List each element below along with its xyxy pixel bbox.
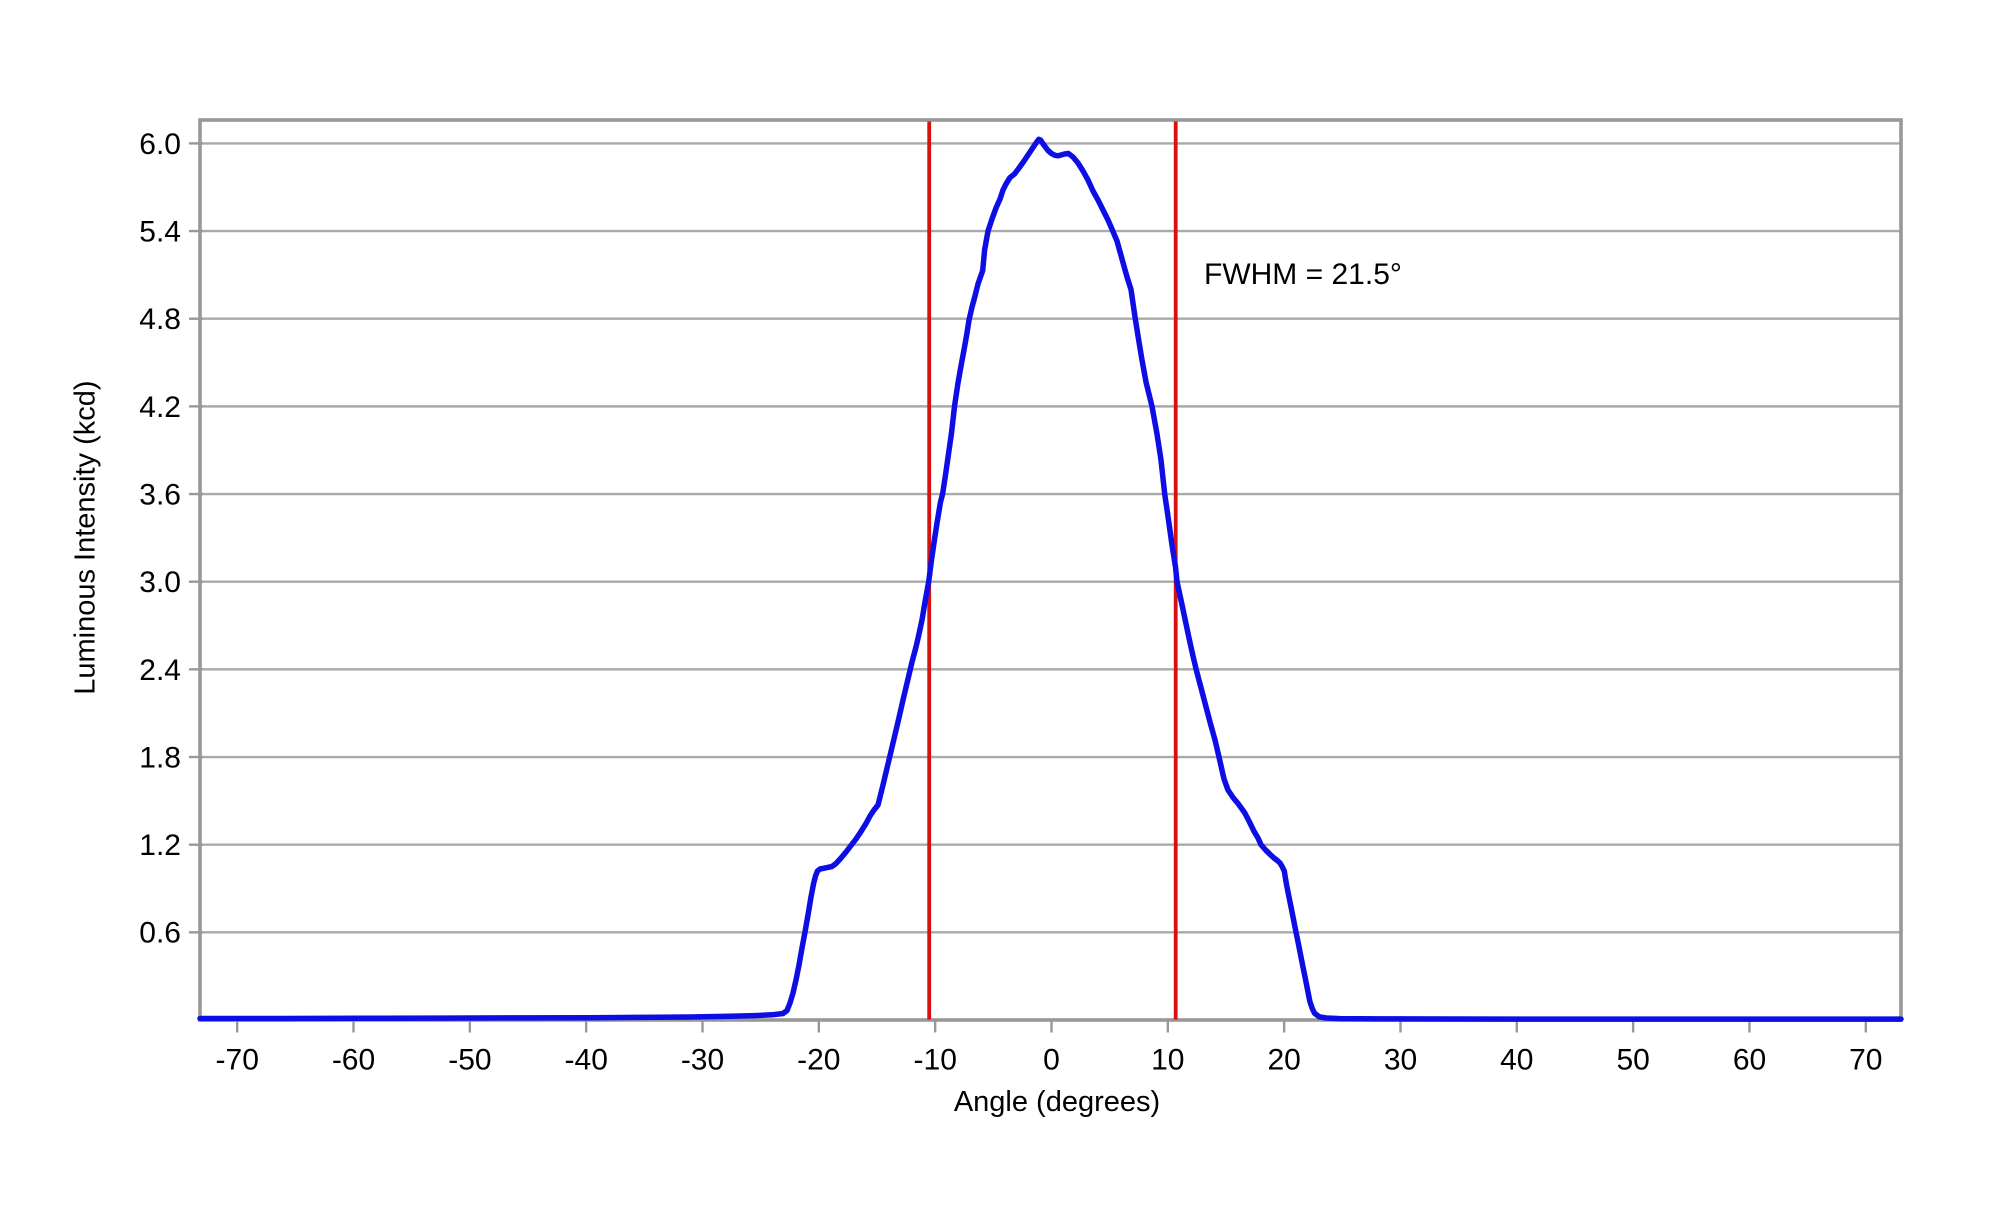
svg-text:Angle (degrees): Angle (degrees): [954, 1086, 1160, 1118]
svg-text:Luminous Intensity (kcd): Luminous Intensity (kcd): [70, 380, 102, 694]
svg-text:60: 60: [1733, 1043, 1766, 1076]
svg-text:0: 0: [1043, 1043, 1060, 1076]
svg-text:5.4: 5.4: [139, 216, 181, 249]
svg-text:0.6: 0.6: [139, 917, 181, 950]
svg-text:20: 20: [1268, 1043, 1301, 1076]
svg-text:-10: -10: [914, 1043, 957, 1076]
svg-text:1.2: 1.2: [139, 829, 181, 862]
svg-text:6.0: 6.0: [139, 128, 181, 161]
svg-text:1.8: 1.8: [139, 741, 181, 774]
svg-text:-70: -70: [216, 1043, 259, 1076]
svg-text:70: 70: [1849, 1043, 1882, 1076]
svg-text:3.0: 3.0: [139, 566, 181, 599]
svg-text:-30: -30: [681, 1043, 724, 1076]
svg-text:40: 40: [1500, 1043, 1533, 1076]
svg-text:-40: -40: [565, 1043, 608, 1076]
svg-text:4.8: 4.8: [139, 303, 181, 336]
svg-text:10: 10: [1151, 1043, 1184, 1076]
svg-text:2.4: 2.4: [139, 654, 181, 687]
svg-text:50: 50: [1617, 1043, 1650, 1076]
svg-text:-50: -50: [448, 1043, 491, 1076]
svg-text:4.2: 4.2: [139, 391, 181, 424]
svg-text:FWHM = 21.5°: FWHM = 21.5°: [1204, 258, 1402, 291]
svg-text:-60: -60: [332, 1043, 375, 1076]
svg-text:3.6: 3.6: [139, 478, 181, 511]
svg-text:-20: -20: [797, 1043, 840, 1076]
svg-text:30: 30: [1384, 1043, 1417, 1076]
